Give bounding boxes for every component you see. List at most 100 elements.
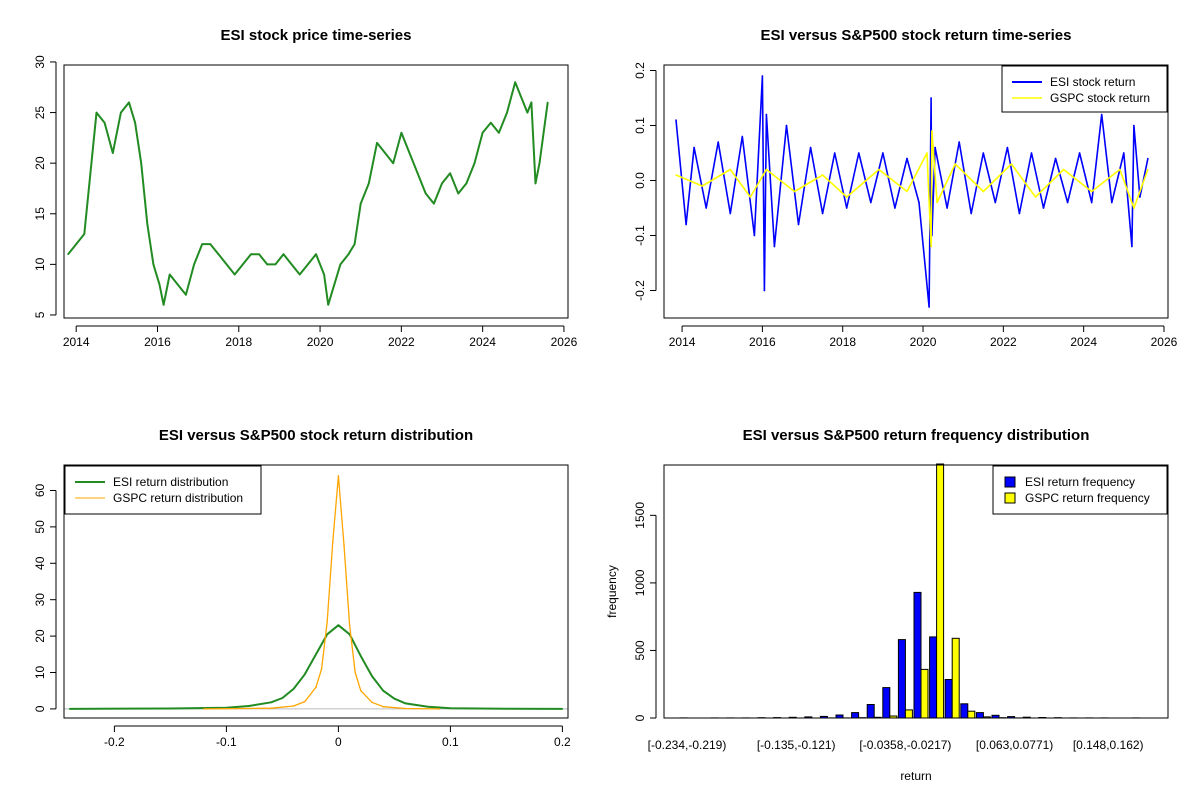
data-point xyxy=(323,273,325,276)
x-tick-label: -0.1 xyxy=(216,735,237,749)
data-point xyxy=(1066,201,1069,204)
y-tick-label: 0 xyxy=(633,714,647,721)
data-point xyxy=(870,201,872,204)
data-point xyxy=(343,544,345,546)
chart-title: ESI versus S&P500 return frequency distr… xyxy=(743,427,1090,444)
x-tick-label: [0.063,0.0771) xyxy=(976,738,1053,752)
x-tick-label: 2024 xyxy=(469,335,496,349)
data-point xyxy=(1090,190,1093,193)
data-point xyxy=(821,174,824,176)
data-point xyxy=(382,689,385,692)
legend: ESI return distribution GSPC return distr… xyxy=(64,465,262,515)
x-tick-label: 2020 xyxy=(910,335,937,349)
data-point xyxy=(281,697,284,699)
data-point xyxy=(416,172,419,175)
data-point xyxy=(128,101,130,104)
data-point xyxy=(233,273,236,276)
data-point xyxy=(441,182,443,185)
y-tick-label: 0.1 xyxy=(633,117,647,134)
legend-box xyxy=(992,465,1168,515)
data-point xyxy=(934,146,936,149)
data-point xyxy=(1147,168,1149,171)
data-point xyxy=(347,253,350,255)
data-point xyxy=(906,157,908,160)
data-point xyxy=(449,707,452,709)
data-point xyxy=(1062,168,1065,171)
data-point xyxy=(134,121,136,124)
data-point xyxy=(282,253,285,255)
data-point xyxy=(298,273,301,276)
x-tick-label: 2014 xyxy=(669,335,696,349)
data-point xyxy=(1147,157,1149,160)
data-point xyxy=(522,101,525,104)
data-point xyxy=(371,701,373,704)
data-point xyxy=(1111,201,1113,204)
data-point xyxy=(498,132,500,134)
y-tick-label: 0.2 xyxy=(633,62,647,79)
data-point xyxy=(928,306,930,308)
data-point xyxy=(753,234,756,237)
y-tick-label: 0 xyxy=(33,705,47,712)
y-tick-label: 1500 xyxy=(633,502,647,529)
data-point xyxy=(705,207,707,209)
data-point xyxy=(270,701,273,704)
x-tick-label: 2022 xyxy=(388,335,415,349)
x-tick-label: 0.2 xyxy=(554,735,571,749)
data-point xyxy=(337,475,340,477)
data-point xyxy=(217,253,220,255)
data-point xyxy=(112,152,114,154)
data-point xyxy=(315,686,317,688)
x-tick-label: 2026 xyxy=(551,335,578,349)
legend-entry: GSPC stock return xyxy=(1050,91,1150,105)
x-tick-label: 2016 xyxy=(749,335,776,349)
data-point xyxy=(304,673,306,676)
data-point xyxy=(1119,168,1121,171)
data-point xyxy=(506,111,508,114)
data-point xyxy=(152,263,155,266)
data-point xyxy=(304,700,306,703)
data-point xyxy=(542,132,545,134)
data-point xyxy=(158,283,161,286)
y-tick-label: 500 xyxy=(633,640,647,660)
data-point xyxy=(765,168,768,171)
bar xyxy=(866,704,875,719)
data-point xyxy=(400,132,403,134)
data-point xyxy=(83,233,86,235)
data-point xyxy=(120,111,122,114)
data-point xyxy=(518,91,520,94)
y-tick-label: 20 xyxy=(33,156,47,170)
x-tick-label: 2022 xyxy=(990,335,1017,349)
bar xyxy=(851,712,860,719)
chart-panel-4: ESI versus S&P500 return frequency distr… xyxy=(605,427,1169,783)
x-tick-label: 0.1 xyxy=(442,735,459,749)
data-point xyxy=(982,152,985,154)
data-point xyxy=(926,152,928,154)
legend-swatch xyxy=(1004,492,1016,504)
data-point xyxy=(68,708,71,710)
data-point xyxy=(225,263,228,266)
data-point xyxy=(168,273,171,276)
data-point xyxy=(315,653,317,656)
y-tick-label: 25 xyxy=(33,106,47,120)
data-point xyxy=(242,263,244,266)
data-point xyxy=(1133,124,1135,127)
legend-swatch xyxy=(1004,476,1016,488)
bar xyxy=(951,637,960,719)
data-point xyxy=(701,185,703,187)
data-point xyxy=(765,113,768,116)
x-tick-label: 2018 xyxy=(829,335,856,349)
chart-title: ESI versus S&P500 stock return distribut… xyxy=(159,427,473,444)
data-point xyxy=(793,190,796,193)
data-point xyxy=(348,624,351,626)
data-point xyxy=(561,708,564,710)
x-axis-label: return xyxy=(900,769,931,783)
legend-entry: GSPC return distribution xyxy=(113,491,243,505)
y-tick-label: 10 xyxy=(33,257,47,271)
legend-entry: GSPC return frequency xyxy=(1025,491,1150,505)
data-point xyxy=(404,702,407,705)
data-point xyxy=(185,293,187,296)
data-point xyxy=(946,207,948,209)
data-point xyxy=(408,152,411,154)
data-point xyxy=(882,152,884,154)
data-point xyxy=(404,707,407,710)
